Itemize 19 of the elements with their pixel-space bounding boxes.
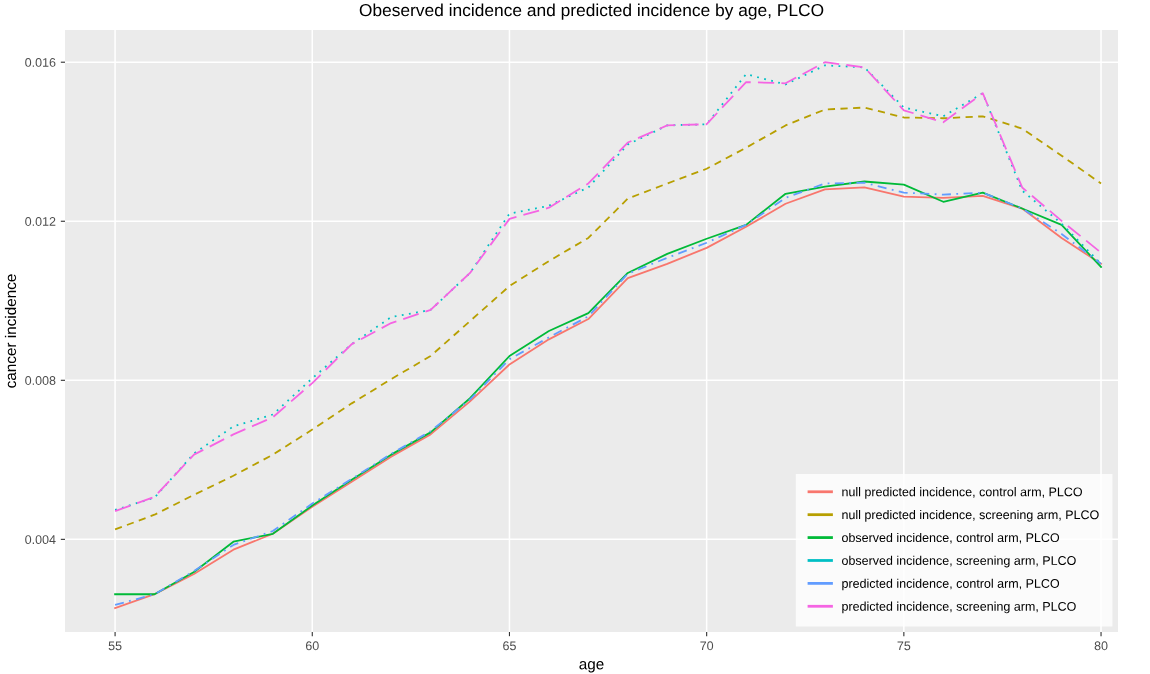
y-tick-label: 0.008 — [25, 376, 56, 385]
x-tick-label: 55 — [108, 641, 122, 651]
x-tick-label: 80 — [1094, 641, 1108, 651]
x-axis-title: age — [579, 661, 604, 673]
legend-label: predicted incidence, control arm, PLCO — [842, 578, 1060, 591]
legend-label: null predicted incidence, control arm, PLCO — [842, 487, 1082, 499]
y-tick-label: 0.012 — [25, 217, 56, 226]
legend-label: predicted incidence, screening arm, PLCO — [842, 601, 1076, 614]
x-tick-label: 65 — [503, 641, 516, 651]
chart-title: Obeserved incidence and predicted incidence by age, PLCO — [359, 3, 824, 20]
x-tick-label: 70 — [700, 641, 714, 651]
x-tick-label: 60 — [305, 641, 319, 651]
legend-label: null predicted incidence, screening arm, PLCO — [842, 509, 1099, 522]
x-tick-label: 75 — [897, 641, 911, 651]
y-tick-label: 0.004 — [25, 535, 56, 545]
legend-label: observed incidence, control arm, PLCO — [842, 532, 1060, 544]
y-tick-label: 0.016 — [25, 58, 56, 67]
legend-label: observed incidence, screening arm, PLCO — [842, 555, 1076, 568]
y-axis-title: cancer incidence — [4, 274, 17, 388]
